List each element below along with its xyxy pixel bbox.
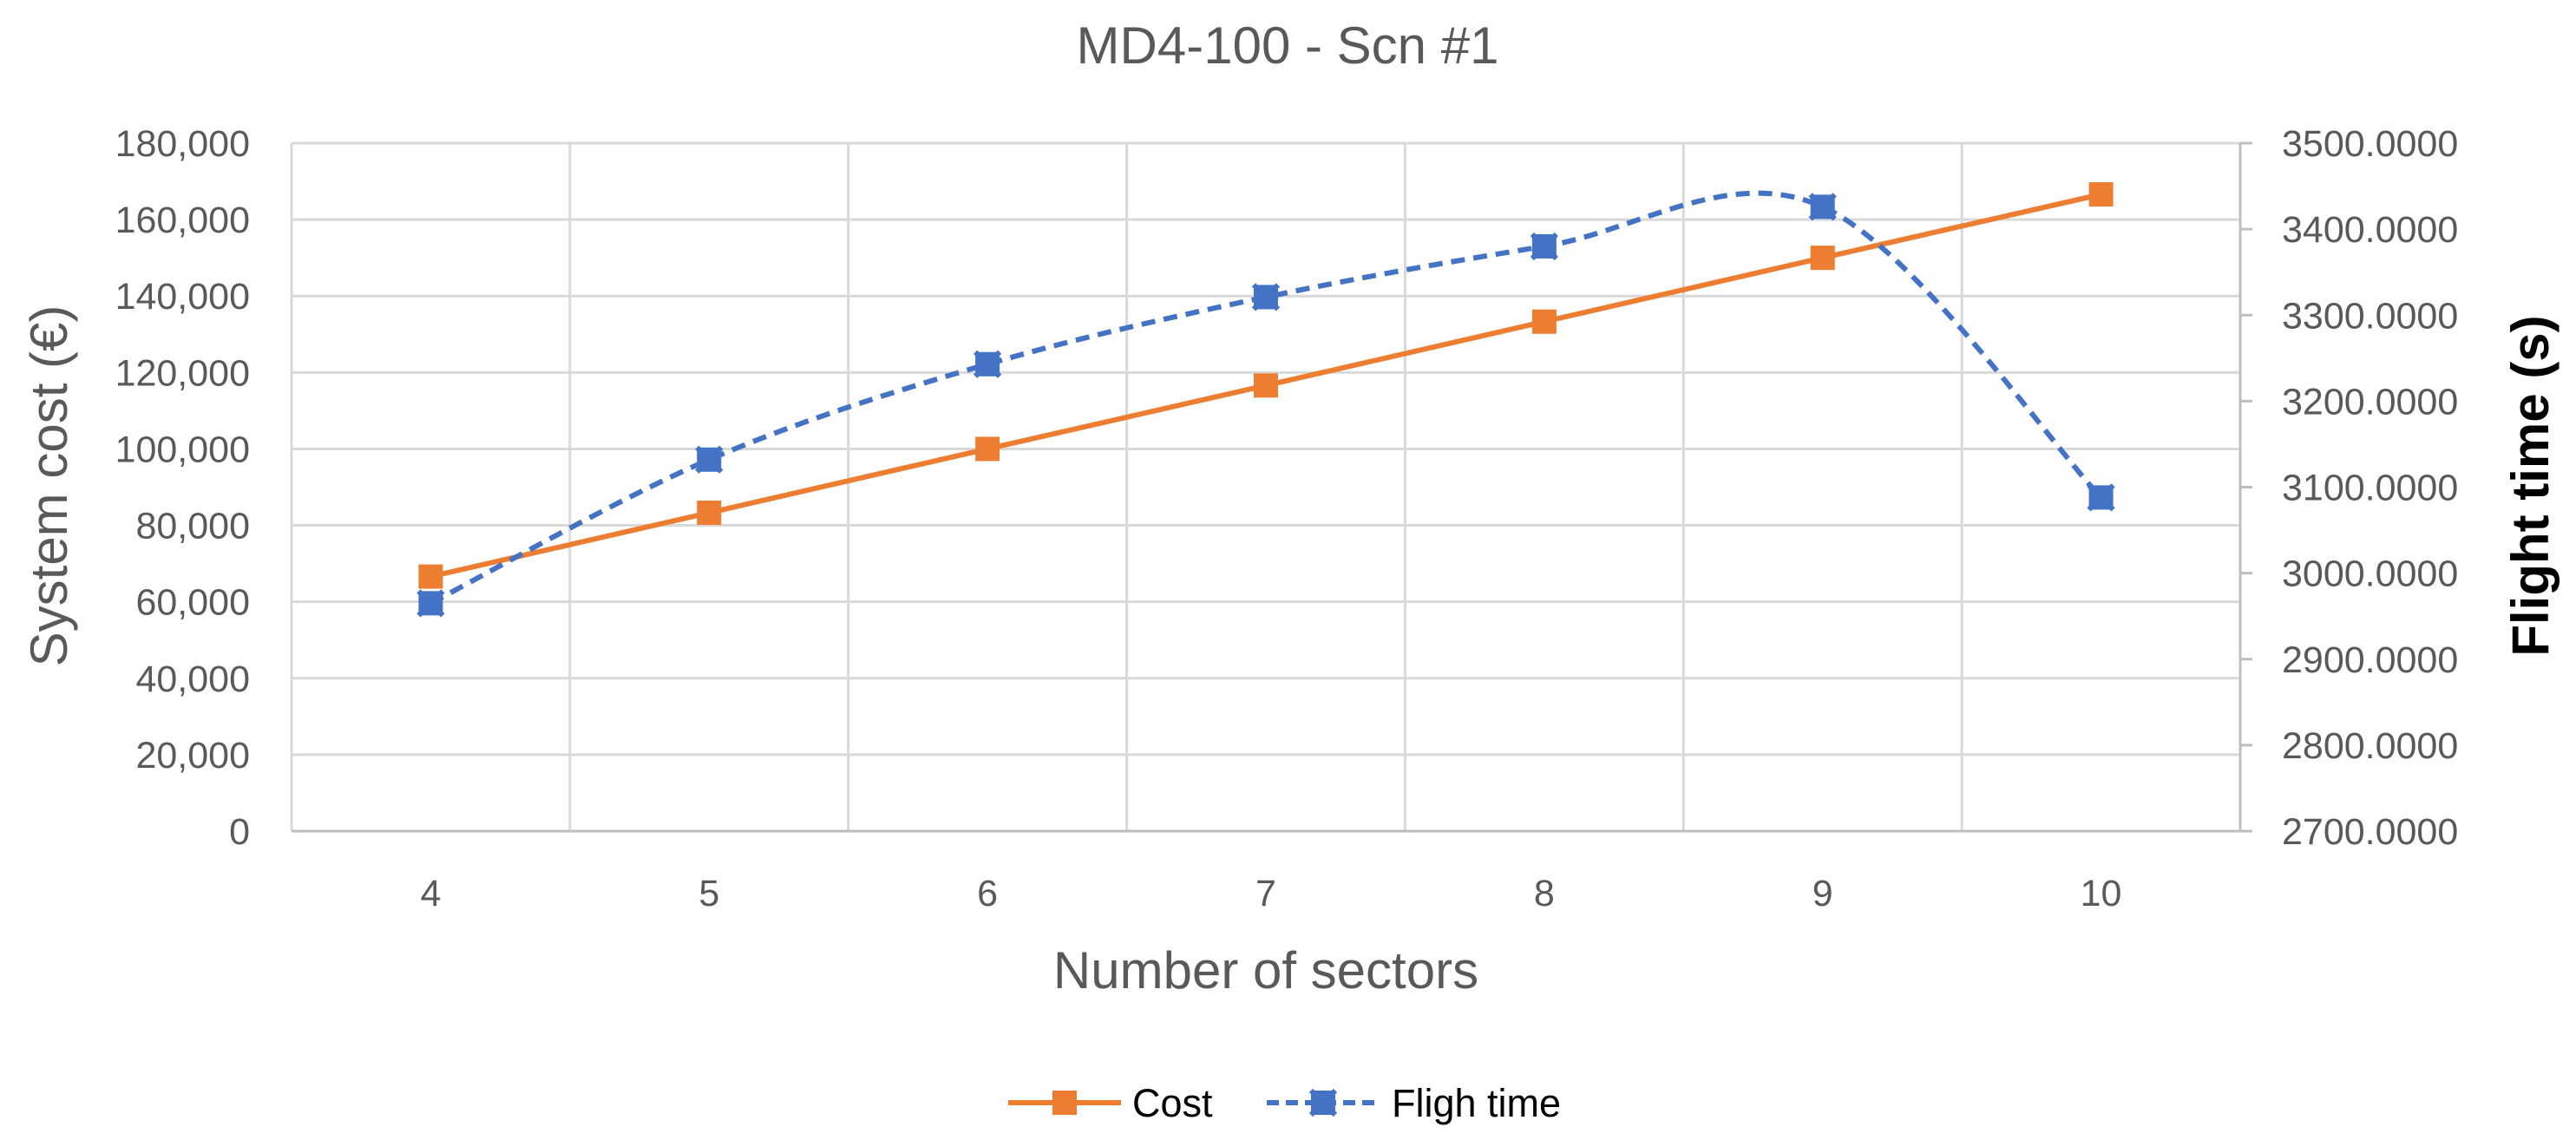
data-point-x xyxy=(695,445,724,474)
data-point-x xyxy=(416,589,445,618)
data-point-marker xyxy=(2088,182,2114,207)
left-tick-label: 140,000 xyxy=(115,276,250,318)
series-layer xyxy=(416,182,2115,618)
left-tick-label: 80,000 xyxy=(135,506,250,547)
left-tick-label: 120,000 xyxy=(115,352,250,394)
series-0 xyxy=(418,182,2114,589)
data-point-x xyxy=(1808,193,1837,221)
left-tick-label: 160,000 xyxy=(115,200,250,241)
data-point-x xyxy=(2087,483,2115,512)
x-tick-label: 5 xyxy=(698,873,719,914)
x-tick-label: 9 xyxy=(1812,873,1833,914)
x-tick-labels: 4 5 6 7 8 9 10 xyxy=(420,873,2121,914)
right-tick-label: 2700.0000 xyxy=(2282,811,2458,853)
series-line-1 xyxy=(429,190,2103,606)
right-tick-label: 2800.0000 xyxy=(2282,725,2458,767)
right-tick-label: 3300.0000 xyxy=(2282,295,2458,337)
right-tick-labels: 2700.0000 2800.0000 2900.0000 3000.0000 3100… xyxy=(2282,123,2458,853)
x-axis-title: Number of sectors xyxy=(1053,941,1478,999)
data-point-x xyxy=(1530,232,1558,261)
left-tick-label: 60,000 xyxy=(135,582,250,624)
legend: Cost Fligh time xyxy=(1008,1081,1561,1125)
legend-flight-x xyxy=(1308,1088,1338,1117)
right-tick-label: 3200.0000 xyxy=(2282,381,2458,423)
legend-item-flight-time: Fligh time xyxy=(1267,1081,1561,1125)
right-tick-label: 3500.0000 xyxy=(2282,123,2458,165)
legend-cost-label: Cost xyxy=(1132,1081,1213,1125)
data-point-x xyxy=(973,350,1002,378)
left-tick-label: 180,000 xyxy=(115,123,250,165)
right-tick-label: 3100.0000 xyxy=(2282,468,2458,509)
series-1 xyxy=(416,190,2115,618)
data-point-marker xyxy=(975,436,1000,462)
data-point-x xyxy=(1251,283,1281,311)
y-axis-title-left: System cost (€) xyxy=(20,305,78,667)
legend-flight-label: Fligh time xyxy=(1392,1081,1561,1125)
y-axis-title-right: Flight time (s) xyxy=(2501,315,2560,656)
axes xyxy=(292,141,2252,833)
legend-cost-marker xyxy=(1052,1091,1077,1115)
left-tick-label: 100,000 xyxy=(115,429,250,470)
right-tick-label: 3000.0000 xyxy=(2282,554,2458,595)
x-tick-label: 10 xyxy=(2081,873,2122,914)
right-tick-label: 3400.0000 xyxy=(2282,209,2458,251)
x-tick-label: 8 xyxy=(1534,873,1555,914)
data-point-marker xyxy=(1531,309,1557,334)
right-tick-label: 2900.0000 xyxy=(2282,639,2458,681)
x-tick-label: 7 xyxy=(1255,873,1276,914)
gridlines xyxy=(290,141,2242,831)
left-tick-label: 0 xyxy=(229,811,250,853)
x-tick-label: 4 xyxy=(420,873,441,914)
x-tick-label: 6 xyxy=(977,873,998,914)
data-point-marker xyxy=(697,501,722,526)
data-point-marker xyxy=(418,564,443,589)
data-point-marker xyxy=(1254,373,1278,398)
left-tick-label: 40,000 xyxy=(135,658,250,700)
data-point-marker xyxy=(1810,246,1835,271)
left-tick-labels: 0 20,000 40,000 60,000 80,000 100,000 120,000 1… xyxy=(115,123,250,853)
left-tick-label: 20,000 xyxy=(135,735,250,776)
legend-item-cost: Cost xyxy=(1008,1081,1213,1125)
chart-title: MD4-100 - Scn #1 xyxy=(1077,16,1499,75)
